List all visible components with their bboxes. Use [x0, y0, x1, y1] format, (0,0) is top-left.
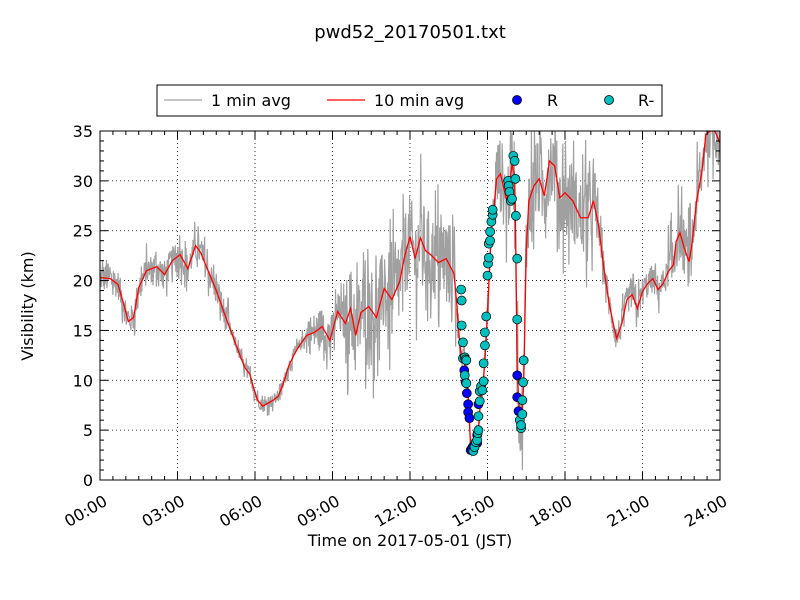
legend-label-R-minus: R- [638, 91, 654, 110]
chart-title: pwd52_20170501.txt [314, 22, 506, 43]
legend-label-10-min-avg: 10 min avg [374, 91, 464, 110]
point-R [461, 388, 472, 399]
point-R-minus [516, 420, 526, 431]
point-R-minus [480, 327, 490, 338]
plot-background [100, 131, 720, 480]
axis-ticks [99, 130, 721, 481]
y-tick-label: 5 [83, 421, 93, 440]
series-line-10-min-avg [100, 131, 720, 450]
point-R-minus [456, 295, 467, 306]
point-R-minus [456, 284, 466, 295]
y-tick-label: 35 [73, 122, 93, 141]
point-R-minus [512, 314, 523, 325]
point-R-minus [517, 409, 528, 420]
point-R-minus [461, 355, 472, 366]
point-R-minus [478, 358, 489, 369]
legend-label-R: R [547, 91, 558, 110]
x-axis-label: Time on 2017-05-01 (JST) [307, 531, 512, 550]
point-R-minus [517, 395, 528, 406]
point-R-minus [481, 311, 492, 322]
y-tick-label: 25 [73, 222, 93, 241]
point-R-minus [507, 193, 517, 204]
point-R-minus [483, 252, 494, 263]
y-tick-label: 30 [73, 172, 93, 191]
legend-frame [156, 84, 663, 117]
point-R-minus [512, 253, 523, 264]
point-R [464, 413, 475, 424]
point-R-minus [461, 378, 472, 389]
plot-area [99, 130, 721, 481]
y-axis: 0 5 10 15 20 25 30 35 [73, 122, 93, 490]
series-1-min-avg [100, 131, 720, 471]
point-R-minus [510, 174, 521, 184]
series-R-minus [456, 151, 529, 456]
point-R-minus [487, 204, 498, 215]
point-R-minus [478, 376, 489, 387]
point-R-minus [474, 396, 485, 407]
series-line-1-min-avg [100, 131, 720, 471]
y-tick-label: 20 [73, 272, 93, 291]
legend: 1 min avg 10 min avg R R- [156, 84, 663, 117]
point-R-minus [518, 355, 529, 366]
series-10-min-avg [100, 131, 720, 450]
point-R-minus [473, 425, 484, 435]
y-tick-label: 15 [73, 321, 93, 340]
point-R-minus [482, 270, 493, 281]
y-tick-label: 10 [73, 371, 93, 390]
legend-label-1-min-avg: 1 min avg [211, 91, 291, 110]
point-R-minus [458, 337, 468, 348]
point-R-minus [518, 377, 529, 388]
point-R [512, 370, 523, 381]
point-R-minus [477, 385, 488, 396]
point-R-minus [459, 370, 470, 381]
point-R-minus [509, 156, 520, 166]
legend-marker-R [512, 95, 522, 105]
point-R-minus [480, 340, 490, 351]
point-R-minus [473, 411, 484, 422]
y-tick-label: 0 [83, 471, 93, 490]
y-axis-label: Visibility (km) [18, 251, 37, 360]
point-R-minus [511, 210, 521, 221]
point-R-minus [456, 320, 467, 331]
legend-marker-R-minus [604, 95, 614, 105]
point-R-minus [485, 235, 495, 246]
point-R-minus [485, 226, 495, 237]
